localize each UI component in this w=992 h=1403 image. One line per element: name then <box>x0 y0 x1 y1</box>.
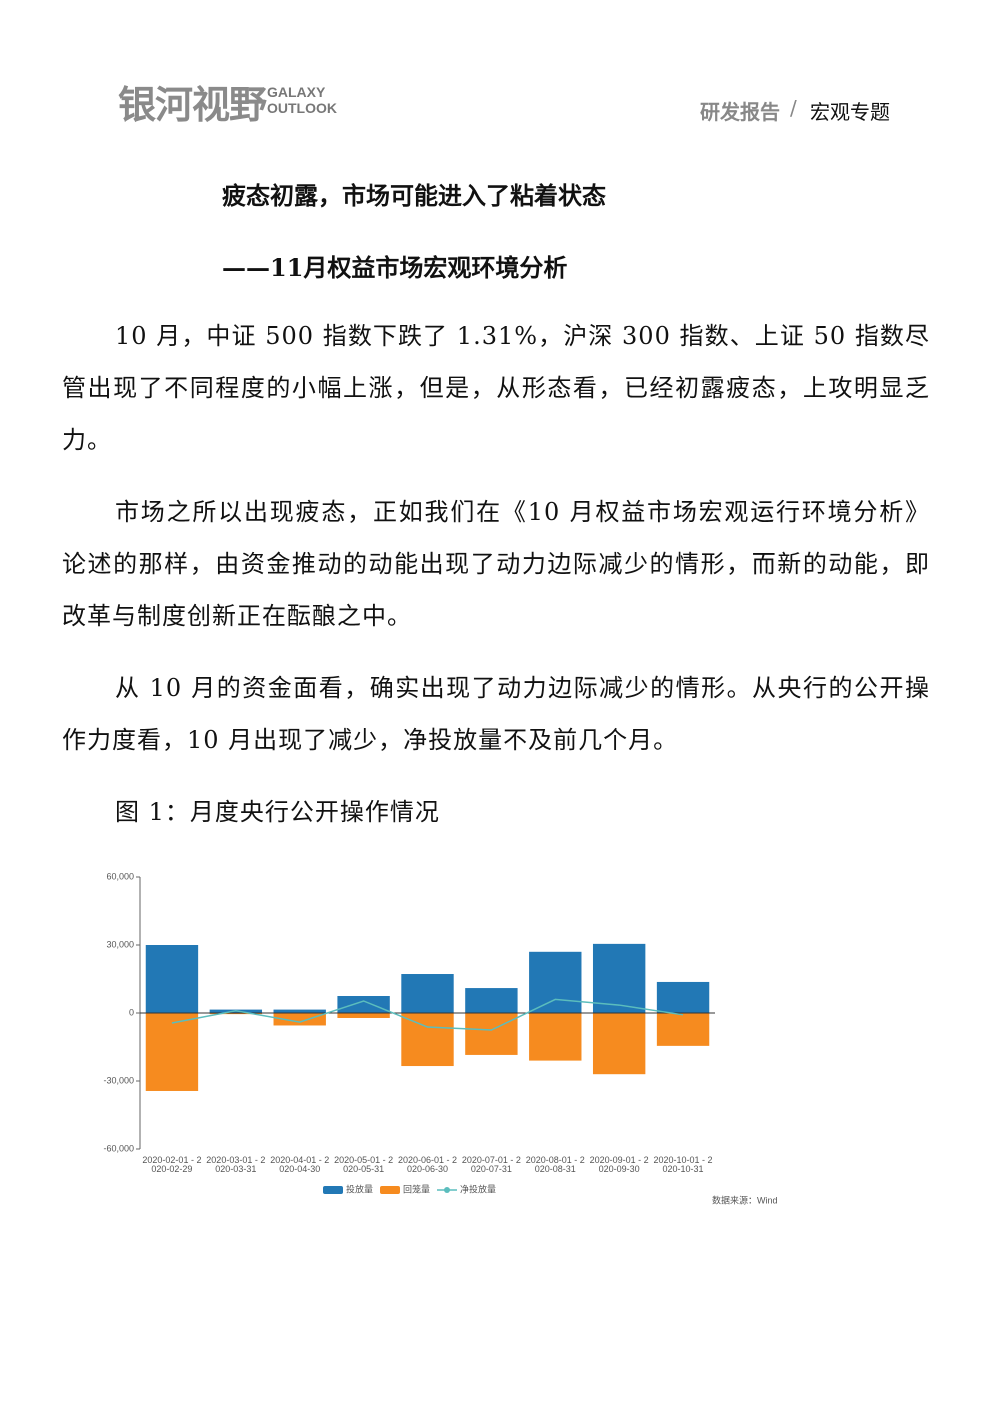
legend-label: 净投放量 <box>460 1183 496 1194</box>
bar <box>592 943 646 1013</box>
paragraph: 从 10 月的资金面看，确实出现了动力边际减少的情形。从央行的公开操作力度看，1… <box>62 674 930 754</box>
x-tick-label: 2020-02-01 - 2020-02-29 <box>142 1155 202 1174</box>
y-tick-label: -60,000 <box>103 1143 134 1153</box>
y-tick-label: 60,000 <box>106 871 134 881</box>
y-tick-label: 30,000 <box>106 939 134 949</box>
bar <box>209 1013 263 1015</box>
bar <box>145 1013 199 1091</box>
separator: / <box>790 96 797 120</box>
bar <box>337 1013 390 1018</box>
logo-en: GALAXY <box>267 84 326 100</box>
y-tick-label: -30,000 <box>103 1075 134 1085</box>
y-tick-label: 0 <box>129 1007 134 1017</box>
subtitle: ——11月权益市场宏观环境分析 <box>222 253 568 282</box>
legend-swatch <box>444 1187 450 1193</box>
x-tick-label: 2020-09-01 - 2020-09-30 <box>589 1155 649 1174</box>
line <box>171 998 684 1031</box>
paragraph: 10 月，中证 500 指数下跌了 1.31%，沪深 300 指数、上证 50 … <box>62 322 930 454</box>
bar <box>529 1013 582 1061</box>
x-tick-label: 2020-05-01 - 2020-05-31 <box>334 1155 394 1174</box>
bar <box>145 945 199 1013</box>
bar <box>273 1013 326 1026</box>
x-tick-label: 2020-08-01 - 2020-08-31 <box>525 1155 585 1174</box>
bar <box>401 1013 454 1067</box>
bar <box>656 1013 710 1046</box>
bar <box>273 1009 326 1013</box>
x-tick-label: 2020-10-01 - 2020-10-31 <box>653 1155 713 1174</box>
bar <box>401 974 454 1013</box>
bar <box>656 981 710 1013</box>
source: 数据来源：Wind <box>712 1194 778 1205</box>
bar <box>529 951 582 1013</box>
x-tick-label: 2020-06-01 - 2020-06-30 <box>397 1155 458 1174</box>
legend-label: 投放量 <box>346 1183 373 1194</box>
logo-en: OUTLOOK <box>267 100 337 116</box>
x-tick-label: 2020-07-01 - 2020-07-31 <box>461 1155 521 1174</box>
bar <box>337 996 390 1013</box>
x-tick-label: 2020-04-01 - 2020-04-30 <box>270 1155 330 1174</box>
legend-label: 回笼量 <box>403 1183 430 1194</box>
legend-swatch <box>323 1186 343 1194</box>
title: 疲态初露，市场可能进入了粘着状态 <box>222 181 606 210</box>
figure-caption: 图 1：月度央行公开操作情况 <box>115 798 440 826</box>
logo: 银河视野 <box>118 83 267 127</box>
topic: 宏观专题 <box>810 100 890 124</box>
legend-swatch <box>380 1186 400 1194</box>
paragraph: 市场之所以出现疲态，正如我们在《10 月权益市场宏观运行环境分析》论述的那样，由… <box>62 498 930 630</box>
x-tick-label: 2020-03-01 - 2020-03-31 <box>206 1155 266 1174</box>
section: 研发报告 <box>700 100 780 124</box>
bar <box>465 1013 518 1055</box>
bar <box>465 988 518 1013</box>
bar <box>592 1013 646 1075</box>
